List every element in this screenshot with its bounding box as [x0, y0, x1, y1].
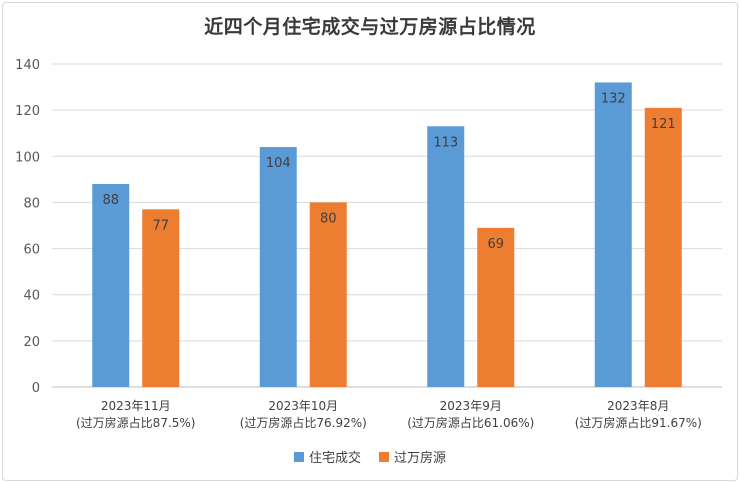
- y-tick-label: 20: [23, 335, 40, 350]
- data-label: 88: [102, 193, 119, 208]
- y-tick-label: 140: [15, 58, 40, 73]
- chart-title: 近四个月住宅成交与过万房源占比情况: [204, 16, 536, 38]
- data-label: 113: [433, 135, 458, 150]
- legend: 住宅成交 过万房源: [0, 447, 740, 466]
- y-tick-label: 120: [15, 104, 40, 119]
- data-label: 80: [320, 211, 337, 226]
- x-tick-note: (过万房源占比61.06%): [407, 415, 534, 430]
- bar: [309, 202, 347, 387]
- bar: [477, 227, 515, 387]
- legend-swatch-residential: [293, 451, 304, 462]
- bar: [427, 126, 465, 388]
- data-label: 132: [601, 91, 626, 106]
- data-label: 121: [651, 117, 676, 132]
- bar: [644, 107, 682, 387]
- data-label: 104: [266, 156, 291, 171]
- legend-item-residential: 住宅成交: [293, 447, 361, 466]
- y-tick-label: 60: [23, 243, 40, 258]
- x-tick-note: (过万房源占比76.92%): [240, 415, 367, 430]
- y-tick-label: 100: [15, 150, 40, 165]
- bar: [142, 209, 180, 387]
- x-tick-note: (过万房源占比87.5%): [76, 415, 196, 430]
- x-tick-label: 2023年8月: [607, 399, 669, 413]
- bar: [259, 147, 297, 387]
- legend-label-residential: 住宅成交: [308, 451, 361, 466]
- x-tick-note: (过万房源占比91.67%): [575, 415, 702, 430]
- bar: [594, 82, 632, 387]
- legend-item-over-10k: 过万房源: [379, 447, 446, 466]
- x-tick-label: 2023年9月: [440, 399, 502, 413]
- y-tick-label: 80: [23, 196, 40, 211]
- bar: [92, 183, 130, 387]
- legend-swatch-over-10k: [379, 451, 389, 462]
- data-label: 77: [152, 218, 169, 233]
- data-label: 69: [487, 237, 504, 252]
- x-tick-label: 2023年11月: [101, 399, 171, 413]
- legend-label-over-10k: 过万房源: [394, 451, 447, 466]
- y-tick-label: 40: [23, 289, 40, 304]
- x-tick-label: 2023年10月: [268, 399, 338, 413]
- y-tick-label: 0: [32, 381, 40, 396]
